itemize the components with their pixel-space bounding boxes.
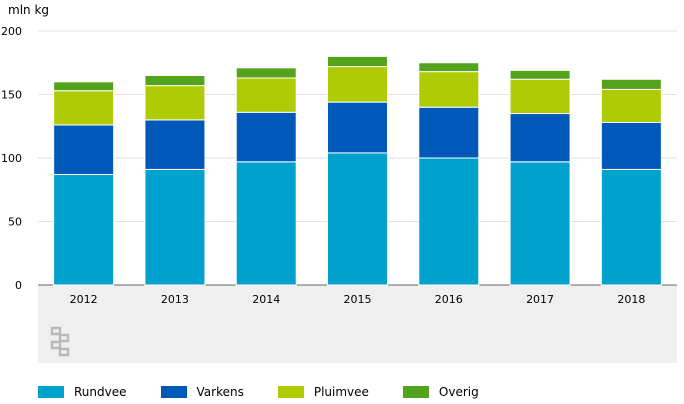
bar-segment-pluimvee-2016[interactable] (418, 71, 480, 108)
bar-segment-varkens-2018[interactable] (600, 121, 662, 170)
legend: Rundvee Varkens Pluimvee Overig (38, 385, 513, 399)
x-axis: 2012 2013 2014 2015 2016 2017 2018 (70, 293, 646, 306)
bar-segment-rundvee-2017[interactable] (509, 161, 571, 286)
x-tick-label: 2013 (161, 293, 189, 306)
bar-segment-varkens-2017[interactable] (509, 113, 571, 163)
bar-segment-rundvee-2013[interactable] (144, 168, 206, 286)
logo-panel (38, 285, 677, 363)
bar-segment-varkens-2012[interactable] (53, 124, 115, 176)
bar-segment-overig-2016[interactable] (418, 62, 480, 73)
legend-label: Overig (438, 385, 479, 399)
x-tick-label: 2014 (252, 293, 280, 306)
bar-segment-varkens-2016[interactable] (418, 106, 480, 159)
bar-segment-varkens-2013[interactable] (144, 119, 206, 170)
bar-segment-rundvee-2012[interactable] (53, 174, 115, 286)
bar-segment-overig-2014[interactable] (235, 67, 297, 79)
y-tick-label: 0 (15, 279, 22, 292)
bar-segment-pluimvee-2015[interactable] (327, 66, 388, 103)
x-tick-label: 2016 (435, 293, 463, 306)
legend-label: Pluimvee (313, 385, 369, 399)
legend-item-varkens[interactable]: Varkens (160, 385, 244, 399)
x-tick-label: 2017 (526, 293, 554, 306)
legend-swatch (38, 386, 64, 398)
bar-segment-rundvee-2015[interactable] (327, 152, 388, 286)
bar-segment-rundvee-2016[interactable] (418, 157, 480, 286)
bar-segment-varkens-2015[interactable] (327, 101, 388, 154)
bar-segment-pluimvee-2012[interactable] (53, 90, 115, 126)
bar-segment-overig-2018[interactable] (600, 78, 662, 90)
x-tick-label: 2012 (70, 293, 98, 306)
bar-segment-overig-2012[interactable] (53, 81, 115, 92)
bar-segment-pluimvee-2013[interactable] (144, 85, 206, 121)
legend-label: Rundvee (74, 385, 127, 399)
bar-segment-pluimvee-2018[interactable] (600, 88, 662, 123)
y-tick-label: 50 (8, 216, 22, 229)
legend-label: Varkens (196, 385, 244, 399)
x-tick-label: 2015 (344, 293, 372, 306)
cbs-logo-icon (50, 326, 70, 357)
y-unit-label: mln kg (8, 3, 49, 17)
legend-swatch (402, 386, 429, 398)
bar-segment-varkens-2014[interactable] (235, 111, 297, 163)
bars (53, 55, 662, 286)
legend-item-rundvee[interactable]: Rundvee (38, 385, 127, 399)
x-tick-label: 2018 (617, 293, 645, 306)
bar-segment-overig-2015[interactable] (327, 55, 388, 68)
legend-item-pluimvee[interactable]: Pluimvee (277, 385, 369, 399)
legend-swatch (160, 386, 187, 398)
y-tick-label: 150 (1, 89, 22, 102)
bar-segment-overig-2013[interactable] (144, 74, 206, 87)
bar-segment-pluimvee-2017[interactable] (509, 78, 571, 115)
legend-swatch (277, 386, 304, 398)
legend-item-overig[interactable]: Overig (402, 385, 479, 399)
bar-segment-overig-2017[interactable] (509, 69, 571, 80)
bar-segment-pluimvee-2014[interactable] (235, 77, 297, 113)
bar-segment-rundvee-2014[interactable] (235, 161, 297, 286)
y-axis: 0 50 100 150 200 (1, 25, 22, 292)
y-tick-label: 200 (1, 25, 22, 38)
bar-segment-rundvee-2018[interactable] (600, 168, 662, 286)
y-tick-label: 100 (1, 152, 22, 165)
